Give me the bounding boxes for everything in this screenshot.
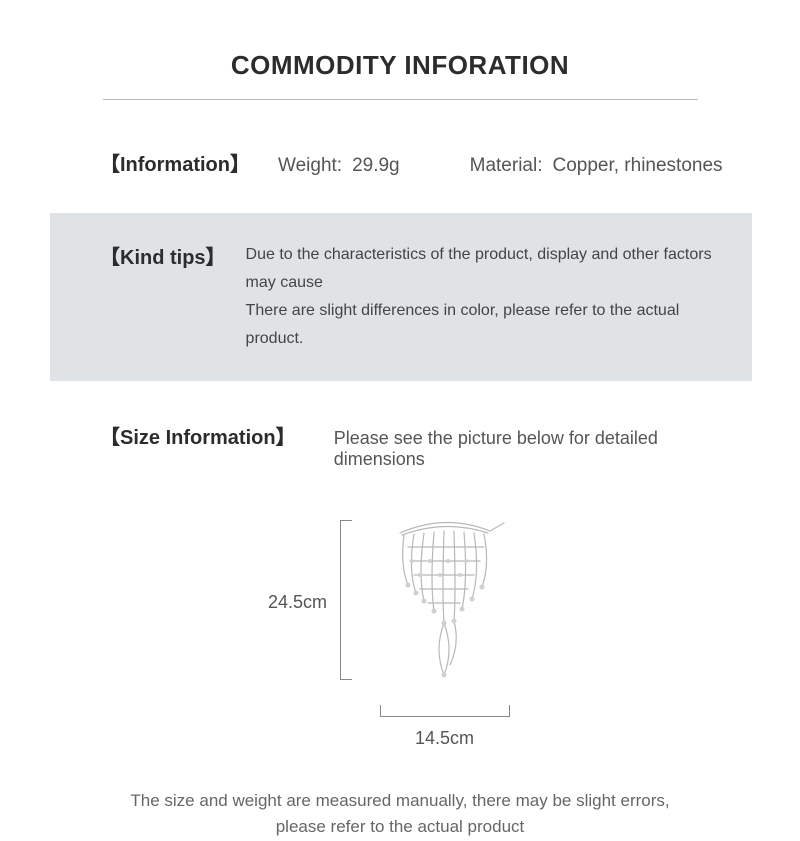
weight-label: Weight: [278,155,342,177]
tips-line-1: Due to the characteristics of the produc… [246,241,712,297]
kind-tips-box: 【Kind tips】 Due to the characteristics o… [50,213,752,381]
footnote-line-1: The size and weight are measured manuall… [50,788,750,814]
product-illustration [390,515,510,690]
footnote: The size and weight are measured manuall… [50,788,750,841]
width-label: 14.5cm [415,728,474,749]
tips-line-2: There are slight differences in color, p… [246,297,712,353]
page-title: COMMODITY INFORATION [50,50,750,81]
height-label: 24.5cm [268,592,327,613]
height-bracket [340,520,352,680]
information-label: 【Information】 [100,148,250,177]
weight-value: 29.9g [352,155,400,177]
size-info-note: Please see the picture below for detaile… [334,428,750,470]
kind-tips-text: Due to the characteristics of the produc… [246,241,712,353]
material-value: Copper, rhinestones [552,155,722,177]
kind-tips-label: 【Kind tips】 [100,241,226,270]
width-bracket [380,705,510,717]
footnote-line-2: please refer to the actual product [50,814,750,840]
title-rule [103,99,698,100]
information-row: 【Information】 Weight: 29.9g Material: Co… [50,148,750,177]
size-diagram: 24.5cm [150,510,650,760]
size-info-row: 【Size Information】 Please see the pictur… [50,421,750,470]
size-info-label: 【Size Information】 [100,421,294,450]
material-label: Material: [470,155,543,177]
